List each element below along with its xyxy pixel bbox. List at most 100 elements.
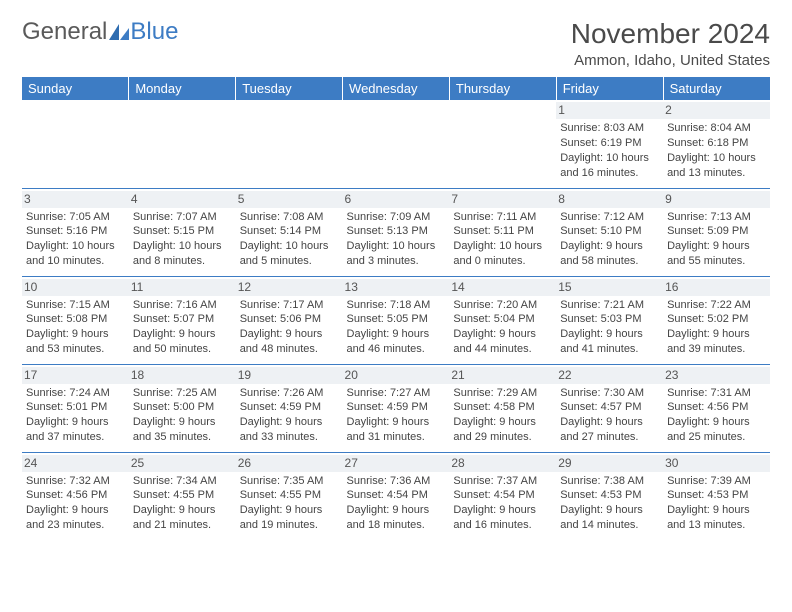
calendar-row: 10 Sunrise: 7:15 AMSunset: 5:08 PMDayligh… [22, 276, 770, 364]
sunset-line: Sunset: 4:56 PM [667, 401, 748, 413]
day-number: 25 [129, 455, 236, 472]
logo-text-general: General [22, 18, 107, 46]
sunset-line: Sunset: 5:09 PM [667, 225, 748, 237]
sunrise-line: Sunrise: 7:16 AM [133, 299, 217, 311]
logo-sail-icon [109, 24, 129, 40]
sunrise-line: Sunrise: 8:04 AM [667, 122, 751, 134]
daylight-line: Daylight: 9 hours and 29 minutes. [453, 416, 536, 443]
daylight-line: Daylight: 9 hours and 27 minutes. [560, 416, 643, 443]
day-info: Sunrise: 7:15 AMSunset: 5:08 PMDaylight:… [26, 298, 125, 357]
day-info: Sunrise: 7:25 AMSunset: 5:00 PMDaylight:… [133, 386, 232, 445]
daylight-line: Daylight: 9 hours and 14 minutes. [560, 504, 643, 531]
day-number: 15 [556, 279, 663, 296]
sunset-line: Sunset: 5:15 PM [133, 225, 214, 237]
sunrise-line: Sunrise: 7:26 AM [240, 387, 324, 399]
sunset-line: Sunset: 4:57 PM [560, 401, 641, 413]
sunset-line: Sunset: 4:55 PM [133, 489, 214, 501]
daylight-line: Daylight: 10 hours and 3 minutes. [347, 240, 436, 267]
day-number: 28 [449, 455, 556, 472]
daylight-line: Daylight: 9 hours and 21 minutes. [133, 504, 216, 531]
calendar-cell: 4Sunrise: 7:07 AMSunset: 5:15 PMDaylight… [129, 188, 236, 276]
calendar-cell-empty [129, 100, 236, 188]
calendar-cell-empty [22, 100, 129, 188]
sunset-line: Sunset: 6:18 PM [667, 137, 748, 149]
daylight-line: Daylight: 9 hours and 33 minutes. [240, 416, 323, 443]
sunrise-line: Sunrise: 7:08 AM [240, 211, 324, 223]
daylight-line: Daylight: 9 hours and 39 minutes. [667, 328, 750, 355]
calendar-cell: 22Sunrise: 7:30 AMSunset: 4:57 PMDayligh… [556, 364, 663, 452]
day-info: Sunrise: 7:29 AM Sunset: 4:58 PM Daylight:… [453, 386, 552, 445]
calendar-cell: 24Sunrise: 7:32 AMSunset: 4:56 PMDayligh… [22, 452, 129, 540]
sunrise-line: Sunrise: 7:20 AM [453, 299, 537, 311]
calendar-cell: 8Sunrise: 7:12 AMSunset: 5:10 PMDaylight… [556, 188, 663, 276]
calendar-row: 17Sunrise: 7:24 AMSunset: 5:01 PMDayligh… [22, 364, 770, 452]
calendar-cell: 12Sunrise: 7:17 AMSunset: 5:06 PMDayligh… [236, 276, 343, 364]
sunrise-line: Sunrise: 7:13 AM [667, 211, 751, 223]
sunrise-line: Sunrise: 7:36 AM [347, 475, 431, 487]
weekday-header-row: SundayMondayTuesdayWednesdayThursdayFrid… [22, 77, 770, 100]
sunset-line: Sunset: 5:04 PM [453, 313, 534, 325]
day-number: 20 [343, 367, 450, 384]
title-month-year: November 2024 [571, 18, 770, 50]
day-number: 7 [449, 191, 556, 208]
sunset-line: Sunset: 5:05 PM [347, 313, 428, 325]
day-info: Sunrise: 7:38 AMSunset: 4:53 PMDaylight:… [560, 474, 659, 533]
daylight-line: Daylight: 9 hours and 35 minutes. [133, 416, 216, 443]
day-info: Sunrise: 8:04 AMSunset: 6:18 PMDaylight:… [667, 121, 766, 180]
sunset-line: Sunset: 5:14 PM [240, 225, 321, 237]
sunrise-line: Sunrise: 7:17 AM [240, 299, 324, 311]
calendar-cell: 20Sunrise: 7:27 AMSunset: 4:59 PMDayligh… [343, 364, 450, 452]
sunset-line: Sunset: 4:59 PM [347, 401, 428, 413]
day-info: Sunrise: 8:03 AMSunset: 6:19 PMDaylight:… [560, 121, 659, 180]
sunset-line: Sunset: 5:11 PM [453, 225, 534, 237]
day-number: 30 [663, 455, 770, 472]
daylight-line: Daylight: 9 hours and 37 minutes. [26, 416, 109, 443]
calendar-cell: 16Sunrise: 7:22 AMSunset: 5:02 PMDayligh… [663, 276, 770, 364]
daylight-line: Daylight: 9 hours and 19 minutes. [240, 504, 323, 531]
day-info: Sunrise: 7:26 AMSunset: 4:59 PMDaylight:… [240, 386, 339, 445]
daylight-line: Daylight: 9 hours and 41 minutes. [560, 328, 643, 355]
sunrise-line: Sunrise: 7:22 AM [667, 299, 751, 311]
sunset-line: Sunset: 5:10 PM [560, 225, 641, 237]
day-number: 13 [343, 279, 450, 296]
calendar-cell: 2Sunrise: 8:04 AMSunset: 6:18 PMDaylight… [663, 100, 770, 188]
sunset-line: Sunset: 5:01 PM [26, 401, 107, 413]
day-number: 23 [663, 367, 770, 384]
day-number: 3 [22, 191, 129, 208]
sunrise-line: Sunrise: 7:21 AM [560, 299, 644, 311]
weekday-header: Monday [129, 77, 236, 100]
sunrise-line: Sunrise: 7:31 AM [667, 387, 751, 399]
sunset-line: Sunset: 5:08 PM [26, 313, 107, 325]
calendar-cell: 28Sunrise: 7:37 AMSunset: 4:54 PMDayligh… [449, 452, 556, 540]
sunset-line: Sunset: 6:19 PM [560, 137, 641, 149]
weekday-header: Sunday [22, 77, 129, 100]
calendar-cell: 30Sunrise: 7:39 AMSunset: 4:53 PMDayligh… [663, 452, 770, 540]
calendar-cell-empty [236, 100, 343, 188]
sunrise-line: Sunrise: 7:38 AM [560, 475, 644, 487]
day-info: Sunrise: 7:05 AMSunset: 5:16 PMDaylight:… [26, 210, 125, 269]
daylight-line: Daylight: 9 hours and 48 minutes. [240, 328, 323, 355]
sunrise-line: Sunrise: 7:29 AM [453, 387, 537, 399]
calendar-cell: 21Sunrise: 7:29 AMSunset: 4:58 PMDayligh… [449, 364, 556, 452]
day-number: 10 [22, 279, 129, 296]
calendar-cell: 17Sunrise: 7:24 AMSunset: 5:01 PMDayligh… [22, 364, 129, 452]
sunset-line: Sunset: 5:16 PM [26, 225, 107, 237]
sunrise-line: Sunrise: 7:07 AM [133, 211, 217, 223]
sunset-line: Sunset: 4:58 PM [453, 401, 534, 413]
day-number: 14 [449, 279, 556, 296]
sunrise-line: Sunrise: 7:37 AM [453, 475, 537, 487]
calendar-cell: 10 Sunrise: 7:15 AMSunset: 5:08 PMDayligh… [22, 276, 129, 364]
daylight-line: Daylight: 10 hours and 16 minutes. [560, 152, 649, 179]
weekday-header: Tuesday [236, 77, 343, 100]
calendar-cell: 19Sunrise: 7:26 AMSunset: 4:59 PMDayligh… [236, 364, 343, 452]
daylight-line: Daylight: 9 hours and 13 minutes. [667, 504, 750, 531]
day-info: Sunrise: 7:30 AMSunset: 4:57 PMDaylight:… [560, 386, 659, 445]
day-info: Sunrise: 7:07 AMSunset: 5:15 PMDaylight:… [133, 210, 232, 269]
sunrise-line: Sunrise: 7:05 AM [26, 211, 110, 223]
sunrise-line: Sunrise: 7:27 AM [347, 387, 431, 399]
sunset-line: Sunset: 4:55 PM [240, 489, 321, 501]
day-number: 17 [22, 367, 129, 384]
day-number: 24 [22, 455, 129, 472]
day-info: Sunrise: 7:34 AMSunset: 4:55 PMDaylight:… [133, 474, 232, 533]
logo: General Blue [22, 18, 178, 46]
